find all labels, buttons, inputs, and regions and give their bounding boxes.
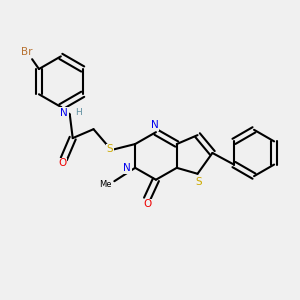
Text: N: N — [123, 163, 131, 173]
Text: S: S — [106, 144, 113, 154]
Text: N: N — [151, 120, 158, 130]
Text: N: N — [60, 108, 68, 118]
Text: Me: Me — [99, 180, 112, 189]
Text: H: H — [75, 108, 81, 117]
Text: O: O — [58, 158, 66, 168]
Text: S: S — [196, 177, 202, 187]
Text: Br: Br — [21, 47, 33, 57]
Text: O: O — [143, 200, 151, 209]
